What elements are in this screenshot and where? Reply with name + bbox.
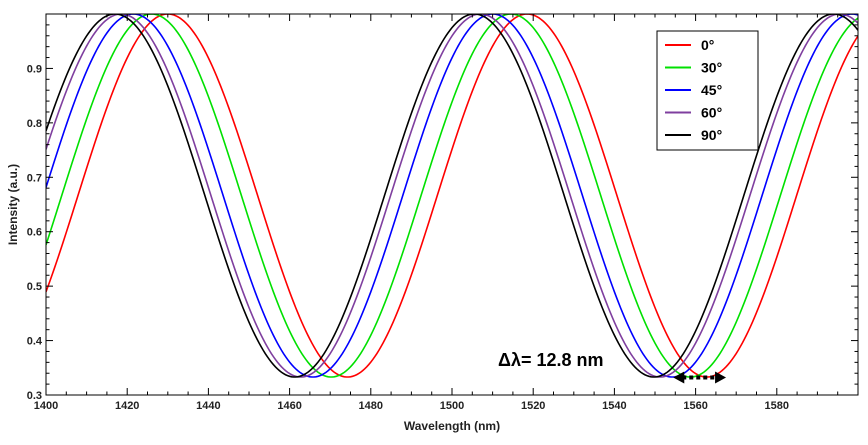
y-tick-label: 0.7	[27, 172, 42, 184]
legend-label-3: 60°	[701, 105, 722, 121]
y-tick-label: 0.5	[27, 281, 42, 293]
annotation-text: Δλ= 12.8 nm	[498, 350, 604, 370]
y-tick-label: 0.6	[27, 227, 42, 239]
x-tick-label: 1420	[115, 400, 139, 412]
series-line-1	[46, 14, 858, 378]
x-tick-label: 1400	[34, 400, 58, 412]
series-line-4	[46, 14, 858, 378]
x-tick-label: 1500	[440, 400, 464, 412]
legend-label-2: 45°	[701, 82, 722, 98]
legend-label-1: 30°	[701, 60, 722, 76]
y-tick-label: 0.9	[27, 63, 42, 75]
y-tick-label: 0.8	[27, 118, 42, 130]
x-tick-label: 1560	[683, 400, 707, 412]
series-line-2	[46, 14, 858, 378]
x-tick-label: 1520	[521, 400, 545, 412]
x-tick-label: 1460	[277, 400, 301, 412]
y-axis-ticks: 0.3 0.4 0.5 0.6 0.7 0.8 0.9	[27, 24, 858, 402]
legend-label-4: 90°	[701, 127, 722, 143]
x-tick-label: 1480	[359, 400, 383, 412]
y-tick-label: 0.3	[27, 390, 42, 402]
series-lines	[46, 14, 858, 378]
x-tick-label: 1440	[196, 400, 220, 412]
legend-label-0: 0°	[701, 37, 714, 53]
legend: 0° 30° 45° 60° 90°	[656, 30, 759, 151]
series-line-3	[46, 14, 858, 378]
y-axis-label: Intensity (a.u.)	[6, 164, 20, 245]
annotation-arrowhead-left	[673, 371, 685, 384]
series-line-0	[46, 14, 858, 378]
annotation-arrowhead-right	[715, 371, 727, 384]
x-tick-label: 1580	[765, 400, 789, 412]
delta-lambda-annotation: Δλ= 12.8 nm	[498, 350, 727, 384]
x-axis-label: Wavelength (nm)	[404, 419, 500, 433]
x-tick-label: 1540	[602, 400, 626, 412]
y-tick-label: 0.4	[27, 336, 43, 348]
x-axis-ticks: 1400 1420 1440 1460 1480 1500 1520 1540 1560 1580	[34, 14, 839, 412]
